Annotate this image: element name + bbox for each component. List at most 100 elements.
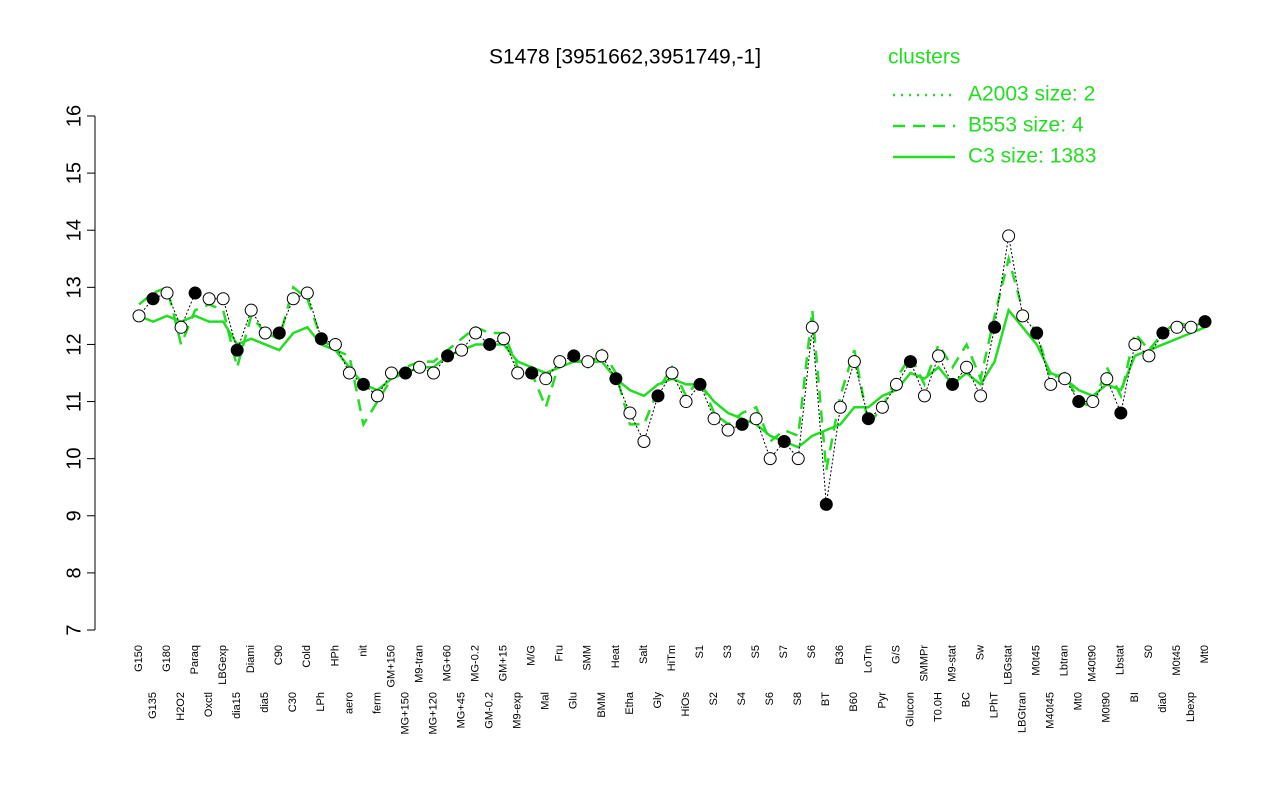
probe-point <box>946 377 960 391</box>
probe-point <box>833 400 847 414</box>
x-tick-label: G135 <box>147 692 159 719</box>
probe-point <box>539 372 553 386</box>
x-tick-label: Paraq <box>189 645 201 674</box>
probe-point <box>932 349 945 363</box>
x-tick-label: Heat <box>610 645 622 668</box>
probe-point <box>1086 395 1100 409</box>
y-tick-label: 10 <box>63 448 85 470</box>
probe-point <box>1044 377 1058 391</box>
x-tick-label: B36 <box>834 645 846 665</box>
x-tick-label: LBGtran <box>1017 692 1029 733</box>
x-tick-label: G/S <box>890 645 902 664</box>
probe-point <box>1184 320 1198 334</box>
x-tick-label: M0t90 <box>1101 692 1113 723</box>
probe-point <box>847 355 861 369</box>
probe-point <box>623 406 637 420</box>
probe-point <box>413 360 427 374</box>
probe-point <box>889 377 903 391</box>
x-tick-label: BMM <box>596 692 608 718</box>
probe-point <box>819 497 833 511</box>
probe-point <box>1142 349 1156 363</box>
probe-point <box>735 417 749 431</box>
x-tick-label: Lbstat <box>1115 645 1127 675</box>
x-tick-label: aero <box>343 692 355 714</box>
probe-point <box>216 292 230 306</box>
y-tick-label: 16 <box>63 105 85 127</box>
probe-point <box>356 377 370 391</box>
x-tick-label: M9-tran <box>413 645 425 683</box>
x-tick-label: S5 <box>750 645 762 658</box>
x-tick-label: T0.0H <box>932 692 944 722</box>
x-tick-label: Lbtran <box>1059 645 1071 676</box>
x-tick-label: S6 <box>806 645 818 658</box>
x-tick-label: Gly <box>652 692 664 709</box>
probe-point <box>763 452 777 466</box>
legend-title: clusters <box>888 46 960 69</box>
legend-label: C3 size: 1383 <box>968 145 1096 168</box>
x-tick-label: GM+150 <box>385 645 397 688</box>
y-tick-label: 15 <box>63 162 85 184</box>
probe-point <box>1030 326 1044 340</box>
probe-point <box>188 286 202 300</box>
probe-point <box>202 292 216 306</box>
probe-point <box>791 452 805 466</box>
probe-point <box>427 366 441 380</box>
x-tick-label: Etha <box>624 691 636 715</box>
x-tick-label: Cold <box>301 645 313 668</box>
x-tick-label: G180 <box>161 645 173 672</box>
x-tick-label: Salt <box>638 645 650 664</box>
probe-point <box>679 395 693 409</box>
probe-point <box>553 355 567 369</box>
x-tick-label: SMMPr <box>918 645 930 682</box>
probe-point <box>384 366 398 380</box>
x-tick-label: Fru <box>554 645 566 662</box>
x-tick-label: M/G <box>526 645 538 666</box>
x-tick-label: H2O2 <box>175 692 187 721</box>
probe-line <box>138 235 1206 505</box>
probe-point <box>441 349 455 363</box>
probe-point <box>875 400 889 414</box>
x-tick-label: Glu <box>568 692 580 709</box>
probe-point <box>1002 229 1016 243</box>
x-tick-label: M9-stat <box>946 645 958 682</box>
x-tick-label: ferm <box>371 692 383 714</box>
legend: clusters A2003 size: 2 B553 size: 4 C3 siz… <box>888 46 1096 168</box>
x-tick-label: S2 <box>708 692 720 705</box>
probe-point <box>609 372 623 386</box>
y-tick-label: 11 <box>63 391 85 412</box>
x-tick-label: S0 <box>1143 645 1155 658</box>
probe-point <box>328 337 342 351</box>
probe-point <box>455 343 469 357</box>
probe-point <box>805 320 819 334</box>
x-tick-label: Diami <box>245 645 257 673</box>
x-tick-label: MG+60 <box>441 645 453 681</box>
probe-point <box>146 292 160 306</box>
probe-point <box>286 292 300 306</box>
x-tick-label: HiTm <box>666 645 678 671</box>
probe-point <box>244 303 258 317</box>
probe-point <box>497 332 511 346</box>
probe-point <box>132 309 146 323</box>
probe-point <box>988 320 1002 334</box>
x-tick-label: G150 <box>133 645 145 672</box>
probe-point <box>1198 315 1212 329</box>
probe-point <box>721 423 735 437</box>
probe-point <box>1058 372 1072 386</box>
probe-point <box>595 349 609 363</box>
y-tick-label: 14 <box>63 219 85 241</box>
probe-point <box>1016 309 1030 323</box>
y-tick-label: 8 <box>63 567 85 578</box>
x-tick-label: C30 <box>287 692 299 712</box>
probe-point <box>567 349 581 363</box>
chart-title: S1478 [3951662,3951749,-1] <box>489 46 761 69</box>
probe-point <box>1072 395 1086 409</box>
x-tick-label: MG+120 <box>427 692 439 735</box>
x-tick-label: MG+150 <box>399 692 411 735</box>
probe-point <box>525 366 539 380</box>
probe-point <box>160 286 174 300</box>
x-tick-label: SMM <box>582 645 594 671</box>
x-tick-label: Mt0 <box>1199 645 1211 663</box>
probe-point <box>1156 326 1170 340</box>
x-tick-label: S8 <box>792 692 804 705</box>
probe-point <box>483 337 497 351</box>
